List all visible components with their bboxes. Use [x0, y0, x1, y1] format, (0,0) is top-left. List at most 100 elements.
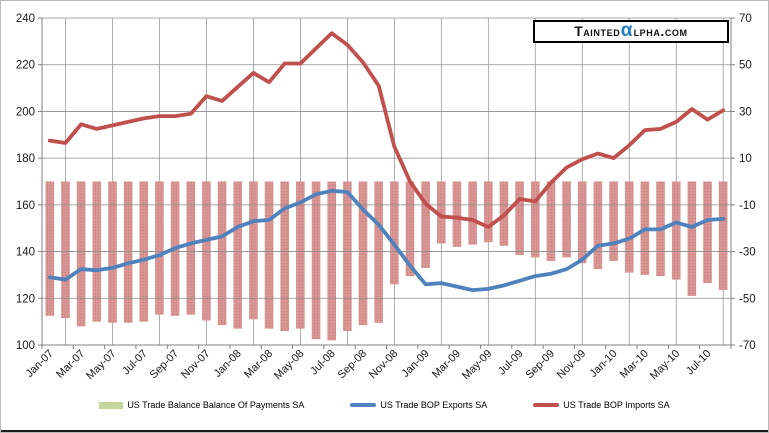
legend-item: US Trade BOP Exports SA [350, 400, 487, 410]
balance-bars [45, 181, 728, 341]
legend-line-swatch [350, 403, 377, 407]
x-axis-tick-label: May-09 [460, 348, 494, 382]
imports-line [47, 31, 726, 229]
right-axis-tick-label: 50 [739, 60, 752, 72]
balance-bar [296, 181, 305, 329]
legend-item: US Trade Balance Balance Of Payments SA [99, 400, 304, 410]
axes [38, 17, 735, 349]
balance-bar [593, 181, 603, 270]
balance-bar [624, 181, 634, 273]
right-axis-tick-label: 10 [739, 153, 752, 165]
right-axis-tick-label: -50 [739, 293, 756, 305]
x-axis-tick-label: Sep-08 [336, 348, 370, 382]
balance-bar [280, 181, 290, 331]
logo-text-prefix: Tainted [574, 23, 621, 39]
x-axis-tick-label: Jan-07 [24, 348, 56, 380]
legend-bar-swatch [99, 401, 124, 409]
left-axis-labels: 240 220 200 180 160 140 120 100 [16, 13, 35, 352]
x-axis-tick-label: May-08 [272, 348, 306, 382]
balance-bar [390, 181, 399, 285]
legend-label: US Trade Balance Balance Of Payments SA [127, 400, 305, 410]
left-axis-tick-label: 160 [16, 200, 35, 212]
x-axis-tick-label: Jul-09 [496, 348, 526, 378]
balance-bar [468, 181, 477, 245]
site-logo: Tainted α lpha.com [533, 20, 729, 43]
bottom-border-line [1, 430, 768, 432]
x-axis-tick-label: Mar-08 [242, 348, 275, 381]
balance-bar [421, 181, 430, 268]
balance-bar [217, 181, 227, 326]
balance-bar [202, 181, 211, 321]
x-axis-tick-label: Jan-10 [587, 348, 619, 380]
balance-bar [327, 181, 336, 341]
x-axis-tick-label: Sep-09 [523, 348, 557, 382]
right-axis-tick-label: -10 [739, 200, 756, 212]
right-axis-tick-label: 30 [739, 106, 752, 118]
left-axis-tick-label: 120 [16, 293, 35, 305]
legend-label: US Trade BOP Exports SA [380, 400, 488, 410]
x-axis-tick-label: Jul-08 [308, 348, 338, 378]
balance-bar [687, 181, 697, 296]
x-axis-tick-label: Mar-07 [54, 348, 87, 381]
x-axis-tick-label: Jan-08 [212, 348, 244, 380]
balance-bar [452, 181, 462, 247]
right-axis-tick-label: 70 [739, 13, 752, 25]
balance-bar [61, 181, 70, 319]
balance-bar [249, 181, 258, 320]
balance-bar [311, 181, 321, 340]
left-axis-tick-label: 240 [16, 13, 35, 25]
left-axis-tick-label: 220 [16, 60, 35, 72]
left-axis-tick-label: 200 [16, 106, 35, 118]
balance-bar [186, 181, 196, 315]
balance-bar [358, 181, 368, 326]
balance-bar [562, 181, 571, 258]
balance-bar [483, 181, 493, 243]
x-axis-tick-label: Nov-09 [555, 348, 589, 382]
balance-bar [437, 181, 446, 244]
logo-alpha-icon: α [620, 20, 634, 41]
x-axis-tick-label: May-07 [84, 348, 118, 382]
x-axis-tick-label: May-10 [648, 348, 682, 382]
balance-bar [405, 181, 415, 277]
balance-bar [155, 181, 164, 315]
balance-bar [546, 181, 556, 261]
balance-bar [609, 181, 618, 261]
legend-label: US Trade BOP Imports SA [563, 400, 670, 410]
logo-text-suffix: lpha.com [633, 23, 688, 39]
balance-bar [577, 181, 587, 264]
trade-chart: 240 220 200 180 160 140 120 100 70 50 30 10 -10 -30 -5… [16, 13, 756, 382]
balance-bar [515, 181, 524, 256]
balance-bar [108, 181, 117, 323]
right-axis-tick-label: -70 [739, 340, 756, 352]
balance-bar [671, 181, 681, 280]
left-axis-tick-label: 140 [16, 247, 35, 259]
x-axis-tick-label: Mar-09 [430, 348, 463, 381]
balance-bar [233, 181, 243, 329]
balance-bar [45, 181, 55, 316]
legend-line-swatch [533, 403, 560, 407]
x-axis-tick-label: Mar-10 [618, 348, 651, 381]
chart-legend: US Trade Balance Balance Of Payments SA U… [1, 400, 768, 410]
x-axis-tick-label: Jan-09 [399, 348, 431, 380]
x-axis-tick-label: Nov-08 [367, 348, 401, 382]
x-axis-tick-label: Sep-07 [148, 348, 182, 382]
balance-bar [374, 181, 383, 323]
balance-bar [76, 181, 86, 327]
balance-bar [343, 181, 352, 331]
legend-item: US Trade BOP Imports SA [533, 400, 670, 410]
x-axis-tick-label: Jul-10 [684, 348, 714, 378]
right-axis-labels: 70 50 30 10 -10 -30 -50 -70 [739, 13, 756, 352]
balance-bar [718, 181, 728, 291]
x-axis-tick-label: Jul-07 [120, 348, 150, 378]
right-axis-tick-label: -30 [739, 247, 756, 259]
x-axis-tick-label: Nov-07 [179, 348, 213, 382]
left-axis-tick-label: 100 [16, 340, 35, 352]
balance-bar [123, 181, 133, 323]
exports-line [47, 188, 726, 293]
balance-bar [264, 181, 274, 329]
left-axis-tick-label: 180 [16, 153, 35, 165]
balance-bar [703, 181, 712, 284]
balance-bar [530, 181, 540, 258]
